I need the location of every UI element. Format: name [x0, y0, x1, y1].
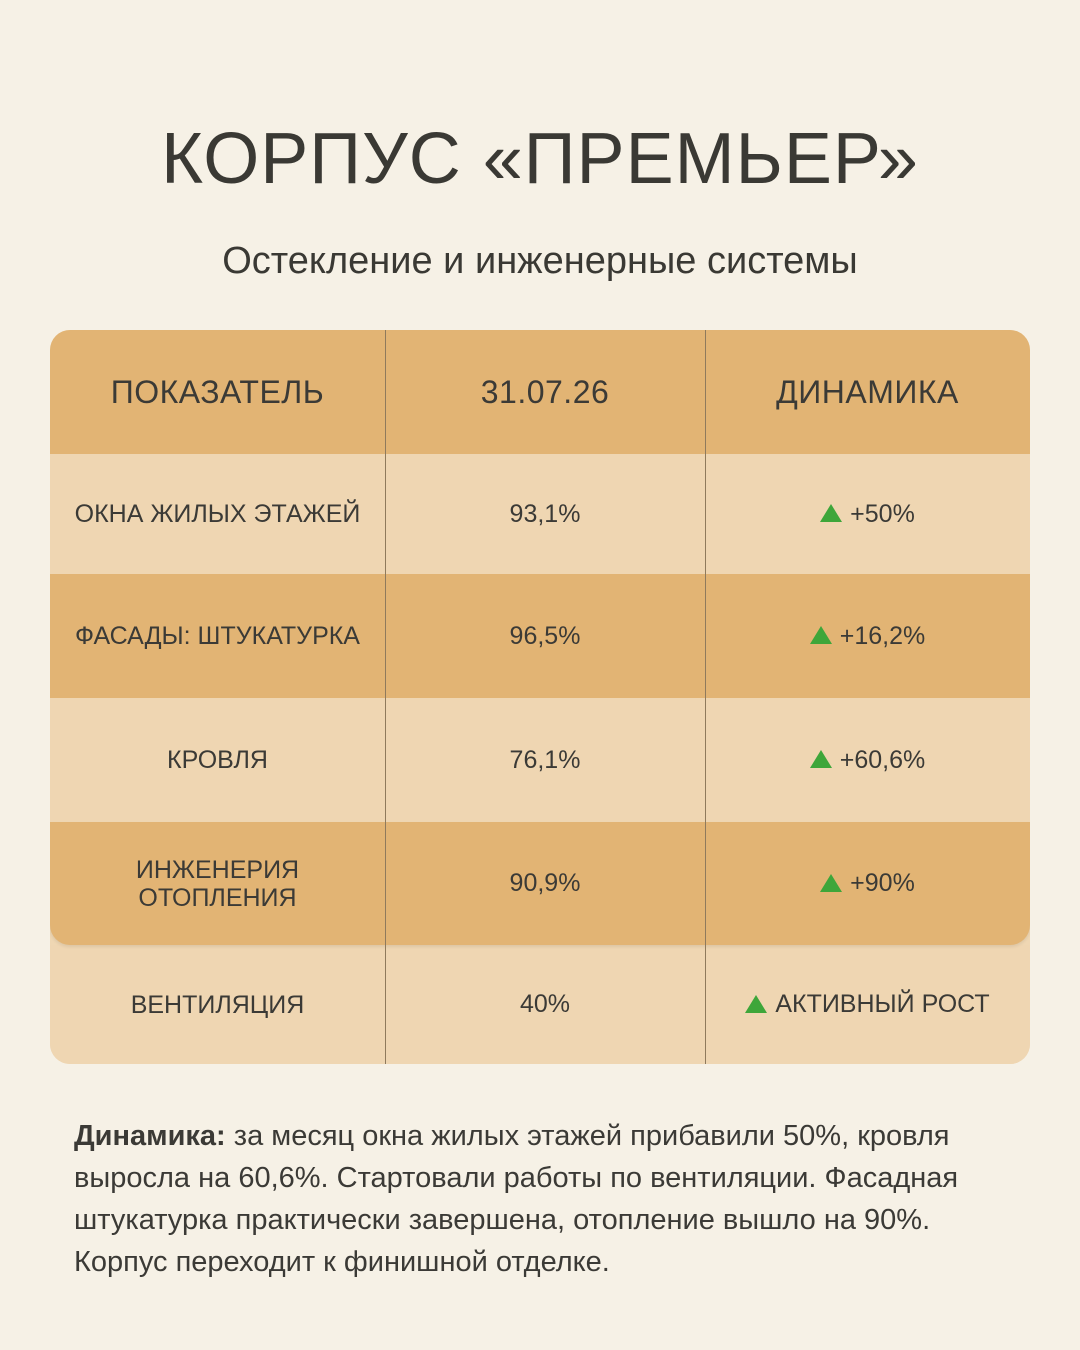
header-dynamics: ДИНАМИКА — [776, 373, 959, 410]
table-row: ВЕНТИЛЯЦИЯ 40% АКТИВНЫЙ РОСТ — [50, 945, 1030, 1064]
row-dynamics-text: +16,2% — [839, 621, 926, 650]
table-row: ОКНА ЖИЛЫХ ЭТАЖЕЙ 93,1% +50% — [50, 454, 1030, 574]
row-value: 76,1% — [509, 745, 581, 774]
row-dynamics-text: АКТИВНЫЙ РОСТ — [775, 990, 990, 1018]
row-dynamics-text: +90% — [850, 869, 915, 897]
row-value: 93,1% — [509, 499, 581, 528]
summary-text: за месяц окна жилых этажей прибавили 50%… — [74, 1120, 959, 1278]
page-subtitle: Остекление и инженерные системы — [222, 240, 858, 282]
row-indicator: КРОВЛЯ — [167, 746, 268, 774]
row-dynamics: +50% — [705, 454, 1030, 574]
header-date: 31.07.26 — [480, 373, 610, 410]
arrow-up-icon — [809, 626, 832, 644]
column-divider — [705, 330, 706, 1064]
row-dynamics: АКТИВНЫЙ РОСТ — [705, 945, 1030, 1064]
row-indicator: ФАСАДЫ: ШТУКАТУРКА — [75, 622, 360, 650]
row-dynamics-text: +60,6% — [839, 745, 926, 774]
summary-note: Динамика: за месяц окна жилых этажей при… — [74, 1115, 1014, 1283]
row-value: 90,9% — [509, 869, 581, 897]
arrow-up-icon — [820, 873, 843, 892]
header-indicator: ПОКАЗАТЕЛЬ — [110, 373, 325, 410]
table-header-row: ПОКАЗАТЕЛЬ 31.07.26 ДИНАМИКА — [50, 330, 1030, 454]
row-indicator: ОКНА ЖИЛЫХ ЭТАЖЕЙ — [74, 500, 361, 528]
row-indicator-text: ИНЖЕНЕРИЯ ОТОПЛЕНИЯ — [135, 855, 300, 912]
summary-label: Динамика: — [74, 1120, 226, 1152]
arrow-up-icon — [809, 750, 832, 768]
row-value: 40% — [519, 990, 571, 1018]
row-dynamics: +90% — [705, 822, 1030, 945]
row-indicator: ВЕНТИЛЯЦИЯ — [130, 990, 305, 1019]
row-value: 96,5% — [509, 621, 581, 650]
table-row: ФАСАДЫ: ШТУКАТУРКА 96,5% +16,2% — [50, 574, 1030, 698]
column-divider — [385, 330, 386, 1064]
row-dynamics: +60,6% — [705, 698, 1030, 822]
table-row: КРОВЛЯ 76,1% +60,6% — [50, 698, 1030, 822]
row-dynamics: +16,2% — [705, 574, 1030, 698]
page-title: КОРПУС «ПРЕМЬЕР» — [161, 119, 919, 199]
row-indicator: ИНЖЕНЕРИЯ ОТОПЛЕНИЯ — [50, 822, 385, 945]
progress-table: ПОКАЗАТЕЛЬ 31.07.26 ДИНАМИКА ОКНА ЖИЛЫХ … — [50, 330, 1030, 1064]
arrow-up-icon — [745, 994, 768, 1013]
table-row: ИНЖЕНЕРИЯ ОТОПЛЕНИЯ 90,9% +90% — [50, 822, 1030, 945]
row-dynamics-text: +50% — [850, 499, 915, 528]
arrow-up-icon — [820, 504, 843, 522]
